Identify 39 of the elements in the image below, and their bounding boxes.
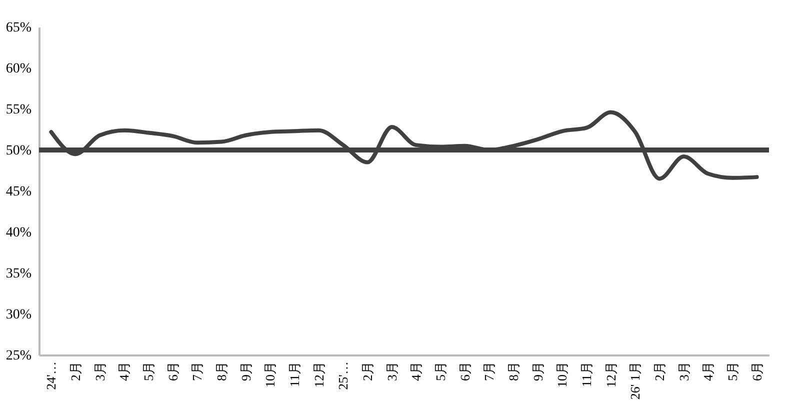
- y-tick-label: 65%: [6, 20, 32, 36]
- x-tick-label: 3月: [92, 362, 108, 381]
- x-tick-label: 6月: [165, 362, 180, 381]
- x-tick-label: 8月: [214, 362, 229, 381]
- x-tick-label: 24'…: [44, 362, 59, 390]
- x-tick-label: 2月: [360, 362, 375, 381]
- x-tick-label: 12月: [311, 362, 326, 388]
- x-tick-label: 26' 1月: [628, 362, 643, 400]
- x-tick-label: 7月: [190, 362, 205, 381]
- x-tick-label: 2月: [68, 362, 83, 381]
- x-tick-label: 6月: [749, 362, 764, 381]
- x-tick-label: 5月: [725, 362, 740, 381]
- x-tick-label: 3月: [384, 362, 400, 381]
- x-tick-label: 11月: [287, 362, 302, 388]
- y-tick-label: 60%: [6, 62, 32, 76]
- x-tick-label: 25'…: [336, 362, 351, 390]
- x-tick-label: 5月: [433, 362, 448, 381]
- y-tick-label: 30%: [6, 308, 32, 322]
- y-tick-label: 50%: [6, 144, 32, 158]
- x-tick-label: 2月: [652, 362, 667, 381]
- x-tick-label: 8月: [506, 362, 521, 381]
- x-tick-label: 6月: [457, 362, 472, 381]
- y-tick-label: 35%: [6, 266, 32, 282]
- x-tick-label: 10月: [262, 362, 278, 388]
- y-tick-label: 40%: [6, 226, 32, 240]
- x-tick-label: 11月: [579, 362, 594, 388]
- x-tick-label: 5月: [141, 362, 156, 381]
- x-tick-label: 10月: [554, 362, 570, 388]
- y-tick-label: 25%: [6, 348, 32, 364]
- x-tick-label: 3月: [676, 362, 692, 381]
- x-tick-label: 4月: [116, 362, 132, 381]
- y-tick-label: 55%: [6, 102, 32, 118]
- x-tick-label: 4月: [408, 362, 424, 381]
- x-tick-label: 9月: [530, 362, 546, 381]
- x-tick-label: 4月: [700, 362, 716, 381]
- y-tick-label: 45%: [6, 184, 32, 200]
- x-tick-label: 9月: [238, 362, 254, 381]
- x-tick-label: 12月: [603, 362, 618, 388]
- x-tick-label: 7月: [482, 362, 497, 381]
